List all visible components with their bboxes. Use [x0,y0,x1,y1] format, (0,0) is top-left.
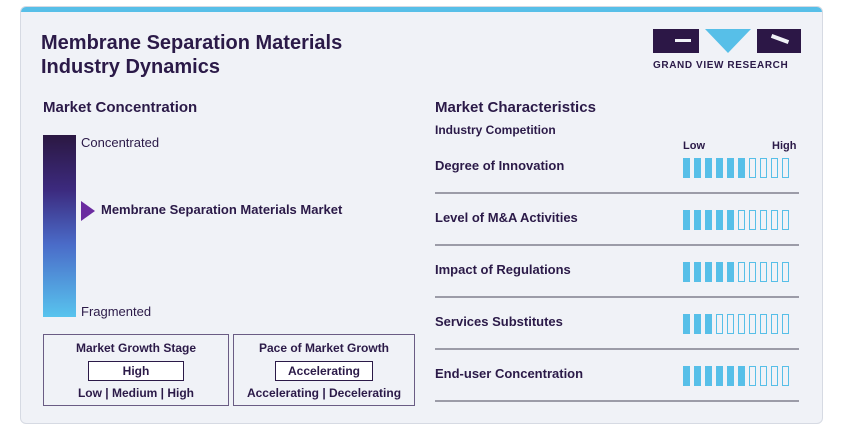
characteristic-label: Services Substitutes [435,314,563,329]
growth-pace-value: Accelerating [275,361,373,381]
characteristic-row: Impact of Regulations [435,246,799,298]
fragmented-label: Fragmented [81,304,152,319]
rating-segment-filled [738,366,745,386]
concentrated-label: Concentrated [81,135,160,150]
industry-competition-label: Industry Competition [435,123,556,137]
pace-of-market-growth-box: Pace of Market Growth Accelerating Accel… [233,334,415,406]
rating-segment-empty [771,366,778,386]
market-characteristics-heading: Market Characteristics [435,99,596,116]
industry-dynamics-card: Membrane Separation Materials Industry D… [20,6,823,424]
rating-segment-empty [771,158,778,178]
rating-segment-empty [782,158,789,178]
characteristic-row: Degree of Innovation [435,142,799,194]
rating-segment-empty [749,158,756,178]
rating-segment-filled [683,262,690,282]
characteristic-row: Services Substitutes [435,298,799,350]
characteristic-label: Impact of Regulations [435,262,571,277]
concentration-gradient-bar [43,135,76,317]
logo-r-block-icon [757,29,801,53]
rating-segment-filled [716,262,723,282]
title-line-2: Industry Dynamics [41,56,220,78]
rating-segment-empty [771,262,778,282]
rating-segment-filled [705,314,712,334]
rating-segment-filled [705,210,712,230]
rating-segment-filled [705,158,712,178]
rating-segment-filled [727,262,734,282]
rating-segment-filled [683,314,690,334]
rating-segment-filled [716,210,723,230]
rating-segment-empty [749,210,756,230]
rating-segment-empty [760,314,767,334]
rating-segment-empty [760,262,767,282]
title-line-1: Membrane Separation Materials [41,32,343,54]
rating-segment-filled [694,262,701,282]
scale-low-label: Low [683,140,705,152]
rating-segment-empty [782,366,789,386]
rating-segment-empty [782,314,789,334]
characteristic-row: End-user Concentration [435,350,799,402]
logo-g-block-icon [653,29,699,53]
rating-segment-empty [771,210,778,230]
rating-segment-empty [782,210,789,230]
rating-segment-filled [727,366,734,386]
market-concentration-heading: Market Concentration [43,99,198,116]
rating-segment-empty [738,314,745,334]
characteristic-label: Degree of Innovation [435,158,565,173]
scale-high-label: High [772,140,797,152]
rating-segment-filled [694,210,701,230]
rating-segment-empty [738,210,745,230]
characteristic-row: Level of M&A Activities [435,194,799,246]
characteristic-label: End-user Concentration [435,366,584,381]
rating-segment-filled [683,210,690,230]
rating-segment-filled [716,158,723,178]
rating-segment-empty [782,262,789,282]
logo-text: GRAND VIEW RESEARCH [653,60,789,71]
rating-segment-empty [749,314,756,334]
page-title: Membrane Separation Materials Industry D… [41,31,342,79]
grand-view-research-logo: GRAND VIEW RESEARCH [653,29,803,71]
accent-top-bar [21,7,822,12]
logo-v-triangle-icon [705,29,751,53]
rating-segment-empty [760,210,767,230]
growth-pace-scale: Accelerating | Decelerating [246,386,402,400]
rating-segment-empty [727,314,734,334]
rating-segment-empty [749,262,756,282]
growth-stage-scale: Low | Medium | High [77,386,195,400]
rating-segment-empty [716,314,723,334]
rating-segment-filled [694,366,701,386]
rating-segment-empty [771,314,778,334]
rating-segment-filled [716,366,723,386]
logo-mark-icon [653,29,803,55]
rating-segment-empty [738,262,745,282]
characteristic-label: Level of M&A Activities [435,210,578,225]
market-position-marker-icon [81,201,95,222]
market-growth-stage-box: Market Growth Stage High Low | Medium | … [43,334,229,406]
growth-pace-title: Pace of Market Growth [258,341,390,355]
rating-segment-empty [760,366,767,386]
rating-segment-filled [727,158,734,178]
market-position-label: Membrane Separation Materials Market [101,202,343,218]
rating-segment-filled [694,314,701,334]
rating-segment-filled [705,366,712,386]
rating-segment-filled [694,158,701,178]
rating-segment-filled [705,262,712,282]
growth-stage-title: Market Growth Stage [75,341,197,355]
growth-stage-value: High [88,361,184,381]
rating-segment-filled [683,158,690,178]
rating-segment-filled [683,366,690,386]
rating-segment-filled [738,158,745,178]
rating-segment-filled [727,210,734,230]
rating-segment-empty [749,366,756,386]
rating-segment-empty [760,158,767,178]
